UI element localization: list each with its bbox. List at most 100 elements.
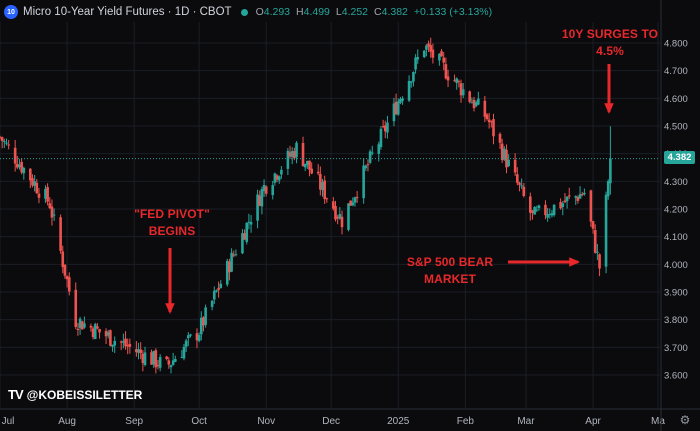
candle-body (286, 150, 290, 169)
candle-body (381, 126, 385, 128)
candle-body (383, 125, 387, 132)
candle-body (113, 340, 117, 346)
candle-body (444, 64, 448, 79)
candle-body (52, 214, 56, 216)
chart-title[interactable]: Micro 10-Year Yield Futures · 1D · CBOT (23, 6, 232, 18)
candle-body (119, 341, 123, 343)
candle-body (338, 214, 342, 219)
candle-body (306, 160, 309, 165)
candle-body (446, 76, 450, 81)
candle-body (98, 328, 101, 333)
candle-body (459, 83, 463, 96)
fed-pivot-line-2: BEGINS (148, 224, 196, 238)
candle-body (16, 163, 19, 168)
candle-body (370, 152, 374, 154)
candle-body (13, 147, 17, 164)
candle-body (518, 182, 521, 185)
candle-body (589, 190, 593, 222)
candle-body (561, 203, 565, 207)
candle-body (7, 144, 10, 146)
candle-body (353, 197, 357, 203)
candle-body (199, 317, 203, 335)
candle-body (93, 324, 97, 340)
candle-body (150, 352, 153, 365)
candle-body (490, 121, 493, 123)
candle-body (340, 216, 344, 228)
price-change: +0.133 (+3.13%) (413, 6, 493, 18)
candle-body (427, 43, 430, 47)
candle-body (202, 317, 205, 326)
bear-line-2: MARKET (424, 272, 476, 286)
candle-body (122, 341, 125, 343)
candle-body (565, 196, 569, 202)
y-tick-label: 3.600 (664, 371, 688, 382)
candle-body (396, 101, 400, 115)
candle-body (271, 185, 275, 196)
candle-body (249, 222, 253, 225)
ohlc-high: H4.499 (296, 6, 330, 18)
candle-body (293, 151, 296, 159)
candle-body (308, 160, 311, 170)
candle-body (591, 221, 595, 229)
candle-body (37, 193, 41, 198)
y-tick-label: 4.800 (664, 39, 688, 50)
candle-body (167, 360, 171, 365)
candle-body (422, 50, 426, 58)
candle-body (438, 53, 441, 61)
candle-body (483, 100, 487, 117)
x-tick-label: Apr (585, 416, 601, 427)
candle-body (59, 217, 62, 251)
y-tick-label: 3.900 (664, 288, 688, 299)
candle-body (215, 290, 218, 292)
candle-body (83, 323, 86, 328)
candle-body (184, 340, 188, 347)
candle-body (243, 233, 246, 240)
candle-body (31, 178, 34, 186)
candle-body (593, 230, 597, 253)
candle-body (3, 141, 6, 143)
candle-body (368, 151, 372, 163)
chart-header: 10 Micro 10-Year Yield Futures · 1D · CB… (4, 4, 492, 20)
candle-body (455, 78, 459, 83)
candle-body (29, 168, 32, 181)
candle-body (169, 365, 173, 368)
candle-body (377, 144, 381, 154)
candle-body (598, 254, 601, 269)
symbol-badge-icon[interactable]: 10 (4, 5, 18, 19)
settings-gear-icon[interactable]: ⚙ (679, 413, 691, 427)
candle-body (143, 352, 147, 365)
candle-body (531, 210, 534, 213)
candle-body (474, 102, 478, 107)
candle-body (500, 143, 504, 161)
candle-body (180, 357, 184, 359)
candle-body (48, 203, 52, 209)
candle-body (505, 149, 508, 168)
x-tick-label: 2025 (387, 416, 410, 427)
candle-body (0, 136, 2, 138)
surge-annotation: 10Y SURGES TO 4.5% (554, 26, 666, 60)
candle-body (104, 331, 108, 337)
x-tick-label: Ma (651, 416, 665, 427)
candle-body (552, 204, 556, 216)
candle-body (606, 181, 610, 197)
candle-body (457, 81, 461, 83)
y-tick-label: 4.200 (664, 205, 688, 216)
candle-body (195, 333, 199, 341)
y-tick-label: 4.300 (664, 177, 688, 188)
candle-body (550, 213, 554, 216)
y-tick-label: 3.800 (664, 315, 688, 326)
candle-body (258, 195, 262, 206)
candle-body (537, 205, 541, 209)
candle-body (141, 353, 145, 364)
candle-body (18, 164, 21, 168)
x-tick-label: Oct (191, 416, 207, 427)
candle-body (392, 103, 396, 122)
candle-body (135, 349, 138, 353)
candle-body (414, 57, 417, 70)
candle-body (247, 221, 251, 223)
candle-body (355, 196, 359, 198)
candle-body (290, 151, 294, 157)
candle-body (152, 351, 155, 365)
